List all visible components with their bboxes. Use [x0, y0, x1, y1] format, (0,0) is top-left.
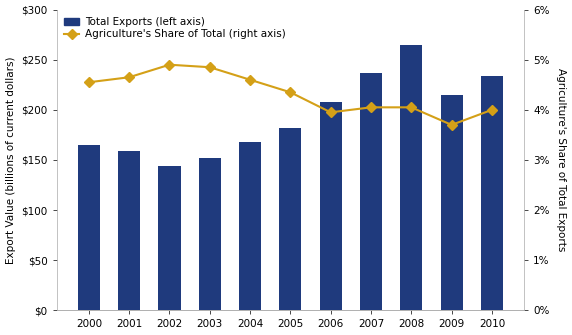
Bar [400, 45, 422, 311]
Bar [198, 158, 221, 311]
Bar [481, 76, 503, 311]
Bar [279, 128, 301, 311]
Bar [78, 145, 100, 311]
Bar [118, 151, 140, 311]
Y-axis label: Agriculture's Share of Total Exports: Agriculture's Share of Total Exports [557, 68, 566, 252]
Y-axis label: Export Value (billions of current dollars): Export Value (billions of current dollar… [6, 56, 15, 264]
Bar [440, 95, 463, 311]
Bar [239, 142, 261, 311]
Legend: Total Exports (left axis), Agriculture's Share of Total (right axis): Total Exports (left axis), Agriculture's… [62, 15, 288, 42]
Bar [158, 166, 181, 311]
Bar [360, 73, 382, 311]
Bar [320, 102, 342, 311]
